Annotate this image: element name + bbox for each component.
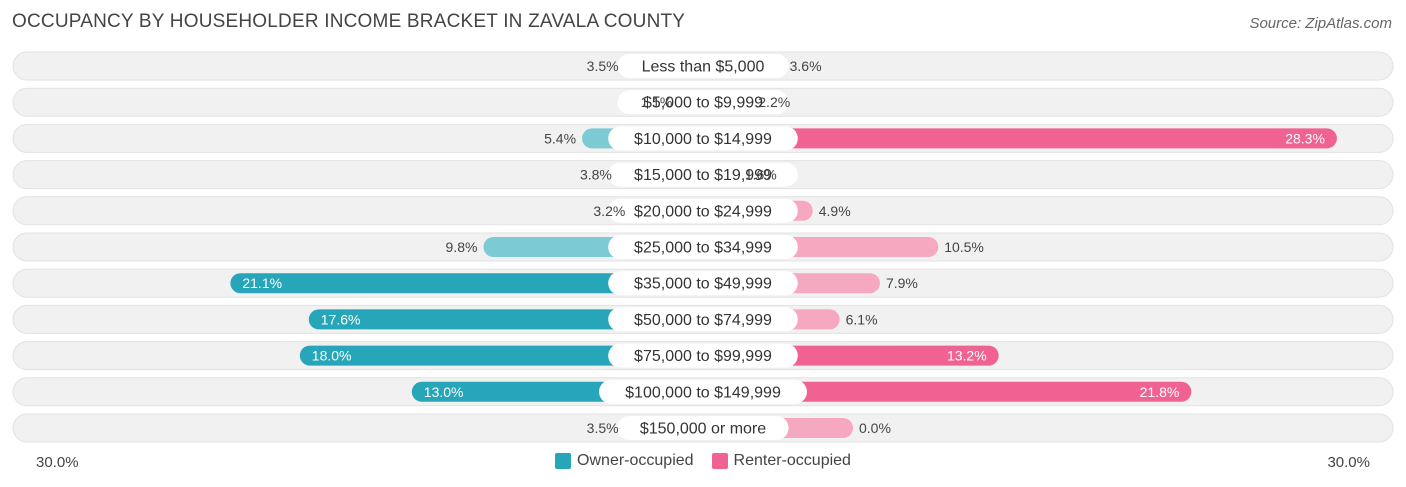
legend-renter-label: Renter-occupied	[733, 452, 851, 469]
legend: Owner-occupied Renter-occupied	[0, 452, 1406, 470]
category-label-bg	[608, 307, 798, 332]
category-label: $25,000 to $34,999	[634, 240, 772, 257]
bar-row: $50,000 to $74,999 17.6% 6.1%	[12, 304, 1394, 334]
renter-value-label: 4.9%	[819, 203, 851, 219]
owner-bar	[299, 345, 703, 366]
owner-value-label: 3.2%	[593, 203, 625, 219]
category-label-bg	[617, 90, 789, 115]
category-label: $20,000 to $24,999	[634, 203, 772, 220]
legend-renter[interactable]: Renter-occupied	[711, 452, 851, 470]
bar-row: Less than $5,000 3.5% 3.6%	[12, 51, 1394, 81]
renter-value-label: 21.8%	[1140, 384, 1180, 400]
owner-bar	[308, 309, 703, 330]
renter-bar	[703, 381, 1192, 402]
owner-value-label: 13.0%	[424, 384, 464, 400]
category-label-bg	[599, 379, 807, 404]
owner-value-label: 9.8%	[446, 239, 478, 255]
owner-value-label: 5.4%	[544, 130, 576, 146]
renter-value-label: 7.9%	[886, 275, 918, 291]
category-label: $75,000 to $99,999	[634, 348, 772, 365]
bar-row: $10,000 to $14,999 5.4% 28.3%	[12, 123, 1394, 153]
axis-right-label: 30.0%	[1327, 454, 1370, 471]
legend-owner[interactable]: Owner-occupied	[555, 452, 694, 470]
owner-bar	[230, 273, 704, 294]
bar-row: $20,000 to $24,999 3.2% 4.9%	[12, 196, 1394, 226]
source-label: Source: ZipAtlas.com	[1249, 15, 1392, 32]
renter-value-label: 28.3%	[1285, 130, 1325, 146]
category-label: $35,000 to $49,999	[634, 276, 772, 293]
bar-row: $15,000 to $19,999 3.8% 1.6%	[12, 160, 1394, 190]
owner-value-label: 3.8%	[580, 167, 612, 183]
legend-renter-swatch	[711, 453, 728, 469]
category-label: $50,000 to $74,999	[634, 312, 772, 329]
category-label-bg	[608, 235, 798, 259]
bar-row: $150,000 or more 3.5% 0.0%	[12, 413, 1394, 443]
bar-row: $75,000 to $99,999 18.0% 13.2%	[12, 341, 1394, 371]
owner-value-label: 3.5%	[587, 420, 619, 436]
owner-value-label: 18.0%	[312, 348, 352, 364]
bar-row: $100,000 to $149,999 13.0% 21.8%	[12, 377, 1394, 407]
chart-plot: Less than $5,000 3.5% 3.6% $5,000 to $9,999…	[12, 51, 1394, 443]
category-label: $15,000 to $19,999	[634, 167, 772, 184]
category-label-bg	[608, 126, 798, 151]
category-label: $100,000 to $149,999	[625, 384, 781, 401]
renter-value-label: 6.1%	[846, 311, 878, 327]
owner-value-label: 21.1%	[242, 275, 282, 291]
bar-row: $25,000 to $34,999 9.8% 10.5%	[12, 232, 1394, 262]
category-label: $5,000 to $9,999	[643, 95, 763, 112]
category-label: Less than $5,000	[642, 59, 765, 76]
legend-owner-swatch	[555, 453, 572, 469]
axis-left-label: 30.0%	[36, 454, 79, 471]
category-label: $150,000 or more	[640, 421, 766, 438]
category-label-bg	[617, 54, 789, 78]
renter-value-label: 10.5%	[944, 239, 984, 255]
owner-value-label: 1.1%	[640, 94, 672, 110]
chart-title: OCCUPANCY BY HOUSEHOLDER INCOME BRACKET …	[12, 11, 686, 32]
category-label-bg	[608, 271, 798, 296]
owner-value-label: 3.5%	[587, 58, 619, 74]
renter-value-label: 2.2%	[758, 94, 790, 110]
category-label: $10,000 to $14,999	[634, 131, 772, 148]
owner-value-label: 17.6%	[321, 311, 361, 327]
renter-value-label: 3.6%	[790, 58, 822, 74]
category-label-bg	[617, 416, 789, 440]
bar-row: $35,000 to $49,999 21.1% 7.9%	[12, 268, 1394, 298]
category-label-bg	[608, 162, 798, 187]
legend-owner-label: Owner-occupied	[577, 452, 694, 469]
category-label-bg	[608, 198, 798, 223]
renter-bar	[703, 128, 1337, 149]
renter-value-label: 1.6%	[745, 167, 777, 183]
renter-value-label: 0.0%	[859, 420, 891, 436]
category-label-bg	[608, 343, 798, 368]
renter-value-label: 13.2%	[947, 348, 987, 364]
